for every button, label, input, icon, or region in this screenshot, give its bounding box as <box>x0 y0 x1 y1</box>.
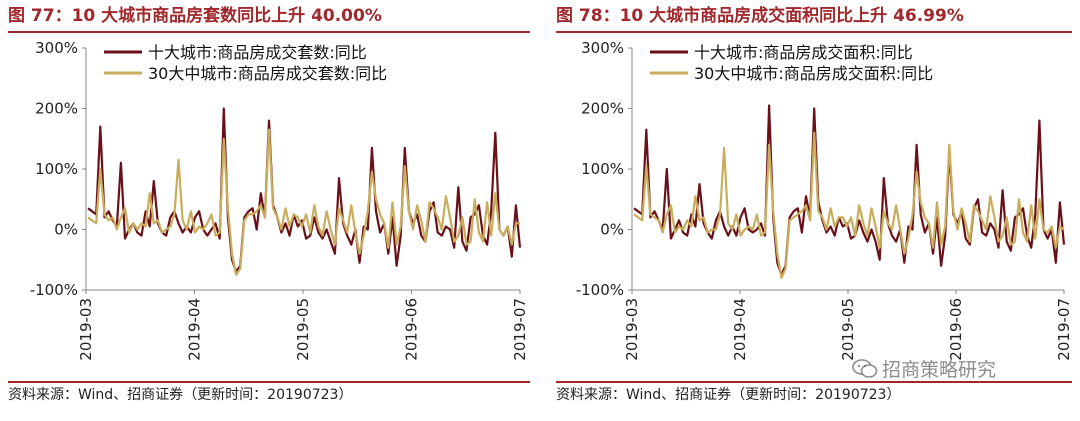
source-note: 资料来源：Wind、招商证券（更新时间：20190723） <box>8 387 353 403</box>
line-chart: 300% 200% 100% 0% -100%2019-03 2019-04 2019-05… <box>30 39 529 361</box>
right-panel: 图 78：10 大城市商品房成交面积同比上升 46.99% 300% 200% 10… <box>556 0 1072 421</box>
source-rule <box>8 381 530 383</box>
line-chart: 300% 200% 100% 0% -100%2019-03 2019-04 2019-05… <box>576 39 1072 361</box>
x-tick-label: 2019-06 <box>403 298 421 361</box>
left-panel: 图 77：10 大城市商品房套数同比上升 40.00% 300% 200% 100%… <box>8 0 530 421</box>
y-tick-label: 300% <box>581 39 624 57</box>
figure-title: 图 77：10 大城市商品房套数同比上升 40.00% <box>8 6 382 26</box>
x-tick-label: 2019-06 <box>947 298 965 361</box>
x-tick-label: 2019-03 <box>77 298 95 361</box>
y-tick-label: 100% <box>581 160 624 178</box>
series-line-1 <box>633 104 1066 276</box>
legend-label: 十大城市:商品房成交面积:同比 <box>694 43 913 62</box>
legend-label: 十大城市:商品房成交套数:同比 <box>148 43 367 62</box>
x-tick-label: 2019-07 <box>511 298 529 361</box>
y-tick-label: 200% <box>35 100 78 118</box>
x-tick-label: 2019-03 <box>623 298 641 361</box>
series-line-1 <box>87 107 522 273</box>
x-tick-label: 2019-07 <box>1055 298 1072 361</box>
title-rule <box>8 31 530 33</box>
y-tick-label: 200% <box>581 100 624 118</box>
wechat-icon <box>852 359 878 378</box>
source-rule <box>556 381 1072 383</box>
y-tick-label: 300% <box>35 39 78 57</box>
y-tick-label: 0% <box>54 221 78 239</box>
watermark-text: 招商策略研究 <box>882 359 997 381</box>
y-tick-label: -100% <box>30 281 78 299</box>
series-line-2 <box>633 131 1065 279</box>
x-tick-label: 2019-04 <box>731 298 749 361</box>
y-tick-label: -100% <box>576 281 624 299</box>
x-tick-label: 2019-05 <box>839 298 857 361</box>
legend-label: 30大中城市:商品房成交套数:同比 <box>148 64 387 83</box>
y-tick-label: 0% <box>600 221 624 239</box>
source-note: 资料来源：Wind、招商证券（更新时间：20190723） <box>556 387 901 403</box>
y-tick-label: 100% <box>35 160 78 178</box>
x-tick-label: 2019-04 <box>186 298 204 361</box>
watermark: 招商策略研究 <box>852 355 996 382</box>
x-tick-label: 2019-05 <box>294 298 312 361</box>
series-line-2 <box>87 128 520 276</box>
figure-title: 图 78：10 大城市商品房成交面积同比上升 46.99% <box>556 6 964 26</box>
legend-label: 30大中城市:商品房成交面积:同比 <box>694 64 933 83</box>
title-rule <box>556 31 1072 33</box>
